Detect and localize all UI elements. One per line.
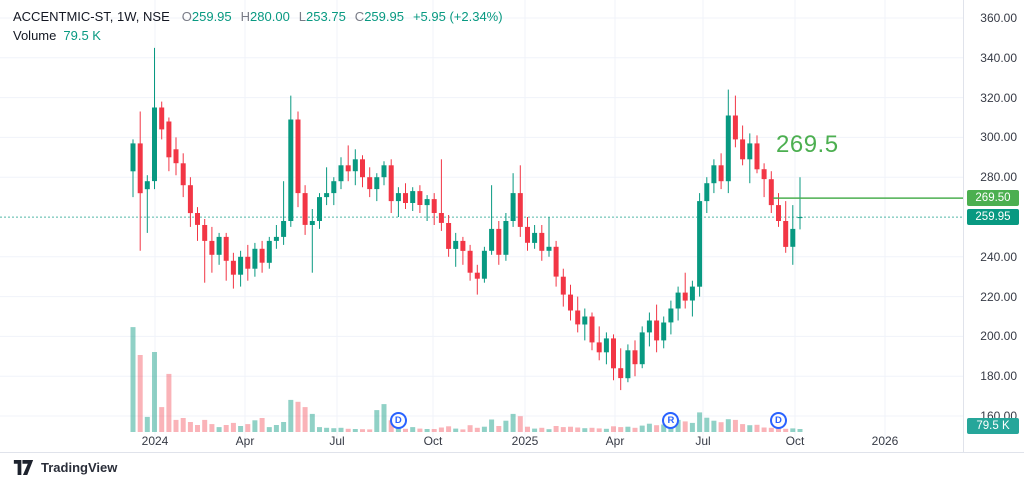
attribution-bar: TradingView [0, 452, 1024, 481]
volume-badge: 79.5 K [967, 418, 1019, 434]
close-value: 259.95 [364, 9, 404, 24]
price-axis-tick: 360.00 [980, 11, 1017, 25]
time-axis-label: Apr [235, 434, 255, 448]
time-scale[interactable]: 2024 Apr Jul Oct 2025 Apr Jul Oct 2026 [0, 432, 963, 452]
time-axis-label: Jul [695, 434, 711, 448]
price-axis-tick: 300.00 [980, 130, 1017, 145]
chart-canvas[interactable] [0, 0, 963, 452]
price-axis-tick: 240.00 [980, 249, 1017, 264]
gridlines [0, 0, 963, 448]
price-axis-tick: 320.00 [980, 90, 1017, 105]
level-price-badge: 269.50 [967, 190, 1019, 206]
last-price-badge: 259.95 [967, 209, 1019, 225]
price-scale[interactable]: 269.50 259.95 79.5 K 360.00 340.00 320.00 3… [963, 0, 1024, 452]
close-label: C [354, 9, 365, 24]
price-level-label[interactable]: 269.5 [776, 131, 839, 158]
event-marker-d[interactable]: D [769, 412, 787, 429]
time-axis-label: Oct [785, 434, 805, 448]
legend-ohlc-row: ACCENTMIC-ST, 1W, NSE O259.95 H280.00 L253.… [13, 7, 503, 26]
volume-label[interactable]: Volume [13, 28, 57, 43]
time-axis-label: 2026 [871, 434, 899, 448]
symbol-title[interactable]: ACCENTMIC-ST, 1W, NSE [13, 9, 170, 24]
event-marker-r[interactable]: R [662, 412, 680, 429]
open-label: O [181, 9, 192, 24]
open-value: 259.95 [191, 9, 232, 24]
price-axis-tick: 200.00 [980, 329, 1017, 344]
price-axis-tick: 180.00 [980, 369, 1017, 384]
price-axis-tick: 340.00 [980, 50, 1017, 65]
volume-value: 79.5 K [63, 28, 101, 43]
event-marker-d[interactable]: D [389, 412, 407, 429]
tradingview-logo-icon[interactable] [13, 459, 34, 475]
time-axis-label: Oct [423, 434, 443, 448]
price-axis-tick: 280.00 [980, 170, 1017, 185]
high-value: 280.00 [250, 9, 290, 24]
time-axis-label: Apr [605, 434, 625, 448]
time-axis-label: 2024 [141, 434, 169, 448]
time-axis-label: 2025 [511, 434, 539, 448]
symbol-legend: ACCENTMIC-ST, 1W, NSE O259.95 H280.00 L253.… [13, 7, 503, 45]
time-axis-label: Jul [329, 434, 345, 448]
low-value: 253.75 [306, 9, 346, 24]
low-label: L [298, 9, 307, 24]
legend-volume-row: Volume 79.5 K [13, 26, 503, 45]
high-label: H [240, 9, 251, 24]
attribution-link[interactable]: TradingView [41, 459, 118, 475]
candlesticks [130, 47, 803, 391]
price-axis-tick: 220.00 [980, 289, 1017, 304]
change-value: +5.95 (+2.34%) [412, 9, 503, 24]
